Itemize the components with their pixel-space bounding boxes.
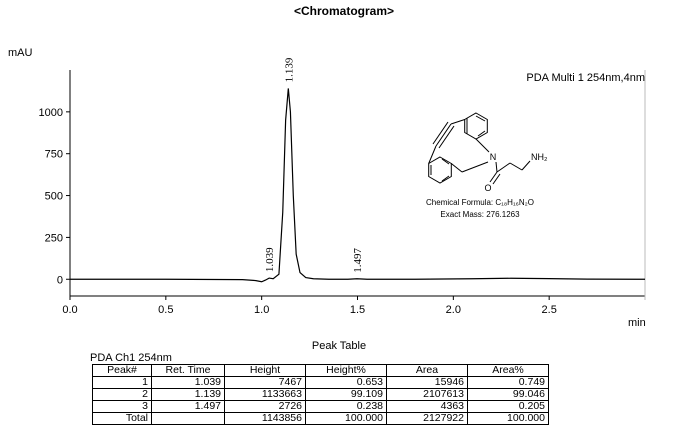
atom-label: N	[490, 152, 497, 162]
table-header: Peak#	[92, 364, 152, 377]
table-header: Height%	[305, 364, 387, 377]
y-tick-label: 250	[45, 232, 63, 244]
exact-mass: Exact Mass: 276.1263	[440, 210, 520, 219]
peak-label: 1.139	[283, 57, 295, 82]
x-tick-label: 2.0	[446, 304, 461, 316]
table-header: Height	[224, 364, 306, 377]
table-title: Peak Table	[312, 340, 366, 352]
table-cell: 2127922	[386, 412, 468, 425]
table-cell: 100.000	[305, 412, 387, 425]
table-cell: 100.000	[467, 412, 549, 425]
x-tick-label: 0.0	[62, 304, 77, 316]
structure	[428, 112, 531, 185]
y-tick-label: 1000	[39, 107, 63, 119]
table-header: Area	[386, 364, 468, 377]
y-tick-label: 500	[45, 191, 63, 203]
y-tick-label: 750	[45, 149, 63, 161]
table-cell: 99.046	[467, 388, 549, 401]
table-cell: 1133663	[224, 388, 306, 401]
table-cell: 0.238	[305, 400, 387, 413]
legend-text: PDA Multi 1 254nm,4nm	[526, 72, 645, 84]
table-cell: 15946	[386, 376, 468, 389]
table-header: Ret. Time	[151, 364, 225, 377]
x-tick-label: 0.5	[158, 304, 173, 316]
table-cell: 1.039	[151, 376, 225, 389]
atom-label: O	[484, 183, 491, 193]
table-cell: 1.139	[151, 388, 225, 401]
table-cell: 7467	[224, 376, 306, 389]
table-cell: 1143856	[224, 412, 306, 425]
table-cell: 4363	[386, 400, 468, 413]
table-cell: 2	[92, 388, 152, 401]
y-tick-label: 0	[57, 274, 63, 286]
peak-table: Peak# Ret. Time Height Height% Area Area% 1 1.0…	[92, 364, 549, 425]
table-cell: 99.109	[305, 388, 387, 401]
table-cell: 1.497	[151, 400, 225, 413]
peak-label: 1.039	[264, 247, 276, 272]
table-header: Area%	[467, 364, 549, 377]
table-subtitle: PDA Ch1 254nm	[90, 352, 172, 364]
y-axis-label: mAU	[8, 47, 33, 59]
x-tick-label: 1.5	[350, 304, 365, 316]
chart-title: <Chromatogram>	[294, 4, 394, 18]
chromatogram-line	[70, 88, 646, 283]
table-cell	[151, 412, 225, 425]
table-cell: 0.205	[467, 400, 549, 413]
table-cell: 0.653	[305, 376, 387, 389]
table-cell: 1	[92, 376, 152, 389]
table-cell: Total	[92, 412, 152, 425]
x-tick-label: 1.0	[254, 304, 269, 316]
x-tick-label: 2.5	[542, 304, 557, 316]
table-cell: 3	[92, 400, 152, 413]
formula: Chemical Formula: C₁₈H₁₆N₂O	[426, 198, 534, 207]
peak-label: 1.497	[352, 248, 364, 273]
table-cell: 2726	[224, 400, 306, 413]
table-cell: 2107613	[386, 388, 468, 401]
table-cell: 0.749	[467, 376, 549, 389]
atom-label: NH₂	[531, 152, 548, 162]
x-axis-label: min	[628, 317, 646, 329]
